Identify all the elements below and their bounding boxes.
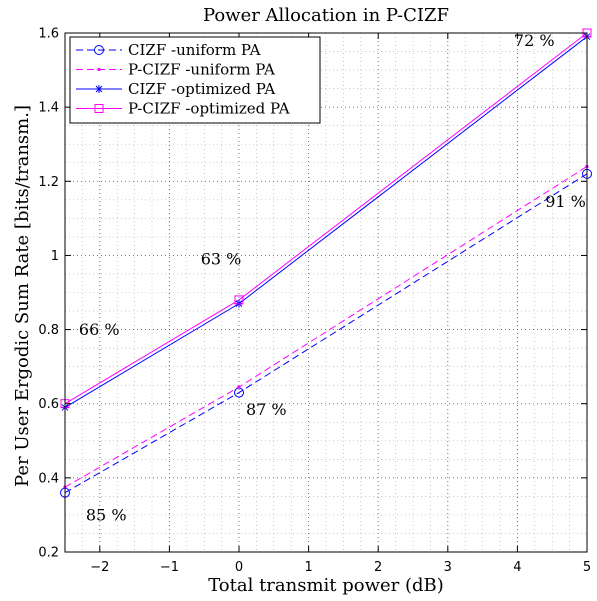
- x-tick-label: 1: [304, 560, 312, 575]
- legend-entry: CIZF -uniform PA: [128, 41, 261, 59]
- x-axis-label: Total transmit power (dB): [208, 575, 444, 596]
- legend-entry: CIZF -optimized PA: [128, 80, 275, 98]
- legend-entry: P-CIZF -optimized PA: [128, 100, 290, 118]
- y-tick-label: 0.2: [38, 546, 59, 561]
- tick-labels: −2 −1 0 1 2 3 4 5 0.2 0.4 0.6 0.8 1 1.2 1.4 1.6: [38, 27, 591, 576]
- x-tick-label: 3: [444, 560, 452, 575]
- plot-frame: [64, 32, 588, 553]
- legend-entry: P-CIZF -uniform PA: [128, 61, 275, 79]
- legend-marker: [94, 45, 104, 55]
- annotation-label: 66 %: [79, 320, 120, 339]
- annotations: 85 % 87 % 91 % 66 % 63 % 72 %: [79, 31, 586, 525]
- x-tick-label: 4: [513, 560, 521, 575]
- y-tick-label: 0.4: [38, 471, 59, 486]
- x-tick-label: −1: [160, 560, 179, 575]
- y-tick-label: 1: [51, 249, 59, 264]
- x-tick-label: 5: [583, 560, 591, 575]
- series-line-2: [64, 166, 588, 488]
- x-tick-label: −2: [90, 560, 109, 575]
- annotation-label: 87 %: [246, 400, 287, 419]
- legend-marker: [97, 67, 101, 72]
- x-tick-label: 0: [235, 560, 243, 575]
- y-tick-label: 0.8: [38, 323, 59, 338]
- legend-marker: [95, 85, 103, 93]
- y-tick-label: 1.6: [38, 27, 59, 42]
- legend-marker: [94, 104, 104, 113]
- y-tick-label: 0.6: [38, 397, 59, 412]
- data-point-series-4: [234, 295, 244, 305]
- x-tick-label: 2: [374, 560, 382, 575]
- annotation-label: 63 %: [201, 250, 242, 269]
- annotation-label: 85 %: [86, 505, 127, 524]
- annotation-label: 91 %: [545, 192, 586, 211]
- chart-title: Power Allocation in P-CIZF: [203, 5, 449, 26]
- y-tick-label: 1.4: [38, 101, 59, 116]
- y-axis-label: Per User Ergodic Sum Rate [bits/transm.]: [12, 105, 33, 487]
- data-point-series-2: [237, 385, 241, 389]
- annotation-label: 72 %: [514, 31, 555, 50]
- series-markers: [60, 28, 592, 498]
- y-tick-label: 1.2: [38, 175, 59, 190]
- series-line-1: [64, 173, 588, 494]
